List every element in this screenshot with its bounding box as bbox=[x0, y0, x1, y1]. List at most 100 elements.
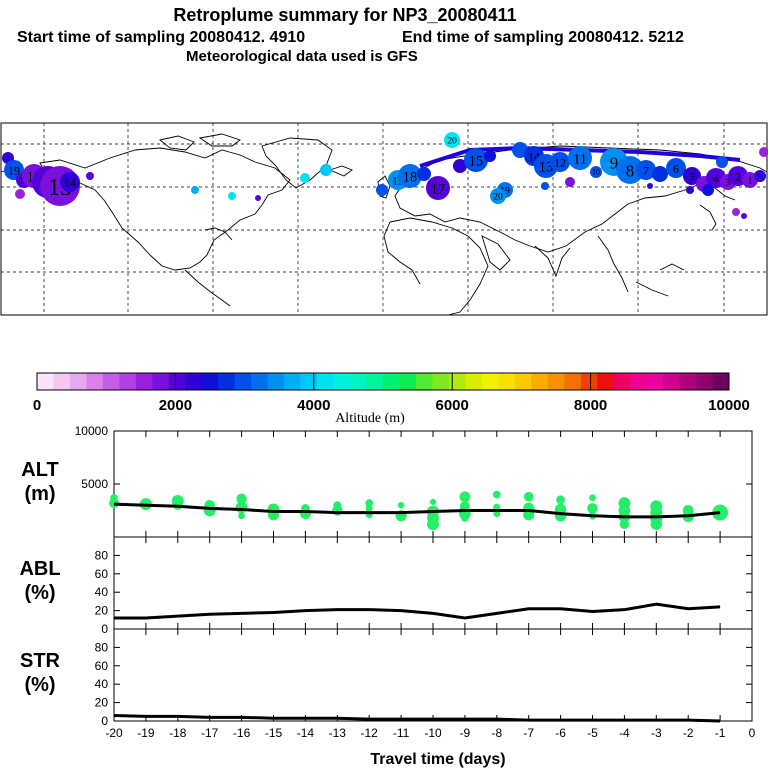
colorbar-cell bbox=[679, 373, 697, 390]
trajectory-marker bbox=[565, 177, 575, 187]
altitude-point bbox=[587, 503, 598, 514]
x-tick-label: -8 bbox=[491, 726, 502, 740]
colorbar-cell bbox=[432, 373, 450, 390]
colorbar-label: Altitude (m) bbox=[335, 411, 405, 426]
trajectory-marker bbox=[228, 192, 236, 200]
x-tick-label: -4 bbox=[619, 726, 630, 740]
trajectory-marker bbox=[550, 152, 570, 172]
trajectory-marker bbox=[484, 150, 496, 162]
colorbar-cell bbox=[663, 373, 681, 390]
trajectory-day-label: 13 bbox=[539, 159, 553, 175]
colorbar-cell bbox=[69, 373, 87, 390]
trajectory-day-label: 2 bbox=[735, 170, 741, 184]
met-data-label: Meteorological data used is GFS bbox=[186, 48, 418, 65]
y-tick-label: 10000 bbox=[75, 424, 109, 438]
trajectory-marker bbox=[754, 170, 766, 182]
colorbar-cell bbox=[448, 373, 466, 390]
trajectory-marker bbox=[732, 208, 740, 216]
altitude-colorbar: 0 2000 4000 6000 8000 10000 Altitude (m) bbox=[33, 372, 750, 426]
x-tick-label: -7 bbox=[523, 726, 534, 740]
trajectory-day-label: 19 bbox=[500, 186, 510, 197]
panel-ylabel: (%) bbox=[24, 674, 55, 696]
trajectory-day-label: 6 bbox=[673, 162, 679, 176]
trajectory-marker bbox=[398, 164, 422, 188]
map-frame bbox=[0, 122, 768, 316]
colorbar-cell bbox=[366, 373, 384, 390]
colorbar-tick-label: 0 bbox=[33, 397, 41, 414]
altitude-point bbox=[365, 504, 373, 512]
trajectory-day-label: 12 bbox=[554, 156, 566, 170]
trajectory-marker bbox=[683, 167, 701, 185]
altitude-point bbox=[461, 514, 469, 522]
trajectory-day-label: 9 bbox=[610, 153, 618, 172]
trajectory-marker bbox=[86, 172, 94, 180]
altitude-point bbox=[429, 498, 437, 506]
colorbar-cell bbox=[317, 373, 335, 390]
altitude-point bbox=[110, 494, 118, 502]
start-time-label: Start time of sampling 20080412. 4910 bbox=[17, 29, 305, 46]
colorbar-cell bbox=[234, 373, 252, 390]
altitude-point bbox=[171, 494, 184, 507]
colorbar-tick-label: 6000 bbox=[436, 397, 469, 414]
x-tick-label: 0 bbox=[749, 726, 756, 740]
retroplume-map: 1918171615141918172015192014131211109876… bbox=[0, 122, 768, 316]
colorbar-tick-label: 2000 bbox=[159, 397, 192, 414]
x-tick-label: -12 bbox=[361, 726, 379, 740]
trajectory-day-label: 8 bbox=[626, 161, 634, 180]
colorbar-cell bbox=[135, 373, 153, 390]
x-tick-label: -18 bbox=[169, 726, 187, 740]
y-tick-label: 20 bbox=[95, 696, 109, 710]
trajectory-day-label: 20 bbox=[493, 192, 503, 203]
trajectory-marker bbox=[15, 189, 25, 199]
altitude-point bbox=[619, 519, 630, 529]
colorbar-cell bbox=[465, 373, 483, 390]
altitude-point bbox=[397, 501, 405, 509]
trajectory-marker bbox=[464, 148, 488, 172]
trajectory-marker bbox=[453, 159, 467, 173]
colorbar-cell bbox=[498, 373, 516, 390]
figure-title: Retroplume summary for NP3_20080411 bbox=[173, 5, 516, 25]
y-tick-label: 60 bbox=[95, 567, 109, 581]
colorbar-cell bbox=[119, 373, 137, 390]
colorbar-cell bbox=[251, 373, 269, 390]
colorbar-cell bbox=[564, 373, 582, 390]
x-tick-label: -14 bbox=[297, 726, 315, 740]
colorbar-cell bbox=[37, 373, 54, 390]
trajectory-marker bbox=[426, 176, 450, 200]
y-tick-label: 40 bbox=[95, 585, 109, 599]
altitude-point bbox=[492, 490, 501, 499]
colorbar-cell bbox=[630, 373, 648, 390]
colorbar-tick-label: 4000 bbox=[297, 397, 330, 414]
colorbar-cell bbox=[53, 373, 71, 390]
x-tick-label: -6 bbox=[555, 726, 566, 740]
panel-abl: ABL(%) 0 20 40 60 80 bbox=[19, 536, 753, 636]
trajectory-marker bbox=[666, 158, 686, 178]
altitude-point bbox=[650, 518, 662, 530]
x-tick-label: -17 bbox=[201, 726, 219, 740]
trajectory-day-label: 7 bbox=[643, 164, 649, 178]
str-line bbox=[113, 713, 721, 723]
altitude-point bbox=[203, 504, 216, 517]
y-tick-label: 40 bbox=[95, 677, 109, 691]
colorbar-cell bbox=[696, 373, 714, 390]
trajectory-marker bbox=[300, 173, 310, 183]
trajectory-day-label: 10 bbox=[592, 168, 600, 177]
altitude-point bbox=[236, 493, 247, 505]
altitude-point bbox=[554, 510, 567, 522]
trajectory-marker bbox=[60, 172, 80, 192]
panel-ylabel: ABL bbox=[19, 558, 60, 580]
panel-ylabel: STR bbox=[20, 650, 61, 672]
altitude-point bbox=[427, 518, 439, 531]
colorbar-cell bbox=[350, 373, 368, 390]
x-tick-label: -3 bbox=[651, 726, 662, 740]
trajectory-marker bbox=[636, 160, 656, 180]
end-time-label: End time of sampling 20080412. 5212 bbox=[402, 29, 684, 46]
trajectory-marker bbox=[320, 164, 332, 176]
panel-ylabel: ALT bbox=[21, 459, 58, 481]
y-tick-label: 80 bbox=[95, 548, 109, 562]
colorbar-cell bbox=[86, 373, 104, 390]
trajectory-marker bbox=[568, 146, 592, 170]
altitude-point bbox=[235, 501, 248, 514]
colorbar-cell bbox=[646, 373, 664, 390]
